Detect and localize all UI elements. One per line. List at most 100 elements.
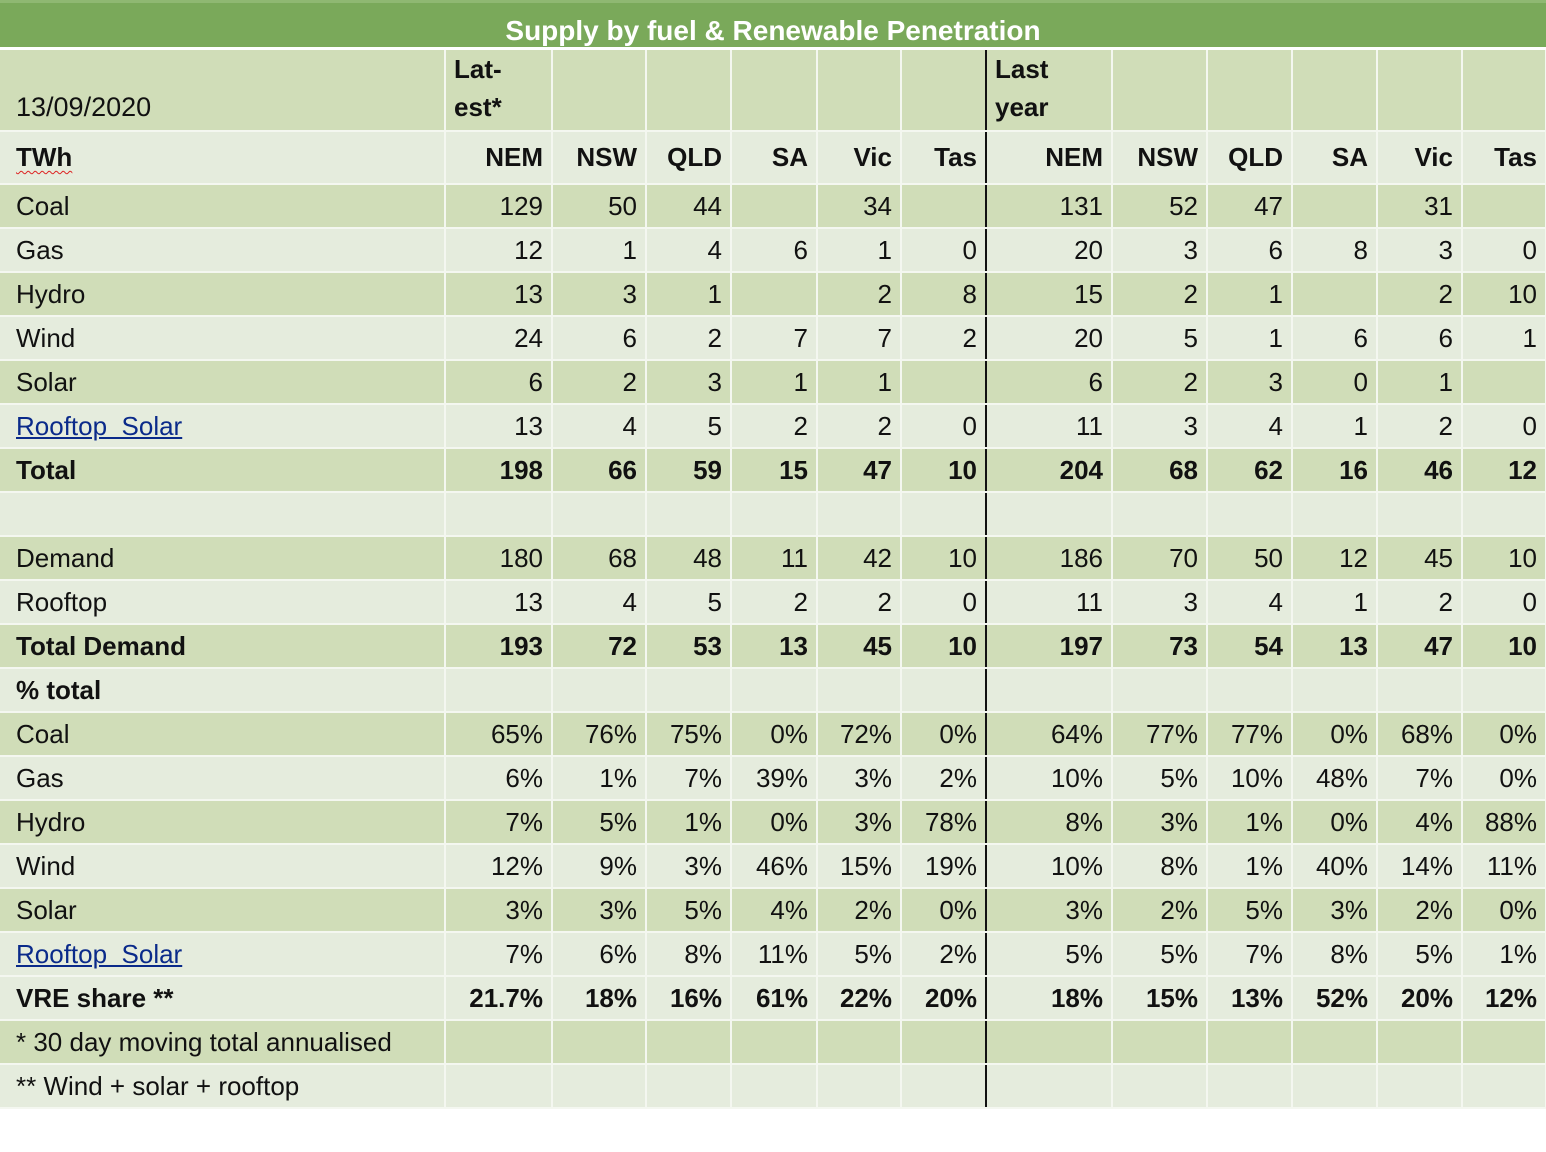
table-row: Total Demand 193 72 53 13 45 10 197 73 54 13 47 10 — [0, 624, 1546, 669]
cell-nsw-latest — [552, 492, 647, 537]
cell-nem-last-year: 10% — [986, 756, 1113, 801]
table-row: VRE share ** 21.7% 18% 16% 61% 22% 20% 18% 15% 13… — [0, 976, 1546, 1021]
cell-qld-last-year: 1 — [1207, 316, 1293, 361]
column-header-sa: SA — [731, 131, 818, 185]
cell-qld-latest: 53 — [646, 624, 732, 669]
table-row: Rooftop Solar 13 4 5 2 2 0 11 3 4 1 2 0 — [0, 404, 1546, 449]
row-label-link[interactable]: Rooftop Solar — [16, 410, 183, 441]
cell-nem-last-year: 3% — [986, 888, 1113, 933]
cell-sa-latest: 46% — [731, 844, 818, 889]
cell-qld-last-year: 50 — [1207, 536, 1293, 581]
cell-qld-last-year: 7% — [1207, 932, 1293, 977]
row-label: VRE share ** — [0, 976, 446, 1021]
row-label: % total — [0, 668, 446, 713]
cell-sa-last-year — [1292, 272, 1378, 317]
cell-vic-last-year: 5% — [1377, 932, 1463, 977]
cell-tas-latest: 10 — [901, 624, 987, 669]
cell-nem-latest: 13 — [445, 404, 553, 449]
cell-sa-last-year: 0 — [1292, 360, 1378, 405]
cell-nsw-latest: 66 — [552, 448, 647, 493]
cell-nem-last-year: 20 — [986, 228, 1113, 273]
cell-nem-last-year: 11 — [986, 580, 1113, 625]
row-label-text: Coal — [16, 718, 70, 749]
cell-tas-last-year — [1462, 668, 1546, 713]
cell-qld-latest: 3% — [646, 844, 732, 889]
cell-vic-latest: 5% — [817, 932, 902, 977]
cell-sa-latest: 7 — [731, 316, 818, 361]
cell-nsw-last-year: 77% — [1112, 712, 1208, 757]
row-label: Solar — [0, 360, 446, 405]
cell-nsw-latest: 6 — [552, 316, 647, 361]
cell-nem-last-year: 204 — [986, 448, 1113, 493]
cell-nsw-last-year — [1112, 1064, 1208, 1109]
row-label: Rooftop Solar — [0, 404, 446, 449]
cell-qld-latest: 2 — [646, 316, 732, 361]
cell-nem-last-year: 197 — [986, 624, 1113, 669]
cell-vic-latest — [817, 492, 902, 537]
cell-vic-last-year — [1377, 668, 1463, 713]
cell-tas-last-year: 0 — [1462, 404, 1546, 449]
cell-sa-last-year: 3% — [1292, 888, 1378, 933]
row-label: Total — [0, 448, 446, 493]
column-header-vic: Vic — [817, 131, 902, 185]
cell-sa-latest — [731, 668, 818, 713]
cell-qld-latest: 5 — [646, 404, 732, 449]
cell-sa-last-year — [1292, 184, 1378, 229]
row-label-text: * 30 day moving total annualised — [16, 1026, 392, 1057]
cell-qld-last-year: 3 — [1207, 360, 1293, 405]
row-label-text: VRE share ** — [16, 982, 174, 1013]
cell-nsw-last-year: 3 — [1112, 404, 1208, 449]
row-label-text: Gas — [16, 234, 64, 265]
cell-sa-last-year: 6 — [1292, 316, 1378, 361]
cell-tas-last-year: 10 — [1462, 536, 1546, 581]
row-label-text: Demand — [16, 542, 115, 573]
table-row: Coal 65% 76% 75% 0% 72% 0% 64% 77% 77% 0% 68% 0% — [0, 712, 1546, 757]
cell-tas-last-year — [1462, 1020, 1546, 1065]
cell-vic-last-year: 31 — [1377, 184, 1463, 229]
cell-vic-last-year — [1377, 1064, 1463, 1109]
cell-qld-last-year: 6 — [1207, 228, 1293, 273]
cell-tas-latest — [901, 1064, 987, 1109]
cell-vic-latest — [817, 1020, 902, 1065]
cell-qld-latest: 8% — [646, 932, 732, 977]
cell-tas-last-year: 12 — [1462, 448, 1546, 493]
cell-tas-last-year: 10 — [1462, 272, 1546, 317]
cell-nem-latest: 13 — [445, 580, 553, 625]
cell-nem-last-year: 6 — [986, 360, 1113, 405]
cell-nem-latest: 24 — [445, 316, 553, 361]
cell-tas-last-year: 0% — [1462, 756, 1546, 801]
cell-sa-last-year: 13 — [1292, 624, 1378, 669]
cell-sa-last-year: 12 — [1292, 536, 1378, 581]
cell-nsw-last-year — [1112, 492, 1208, 537]
cell-qld-last-year: 62 — [1207, 448, 1293, 493]
cell-nsw-latest: 50 — [552, 184, 647, 229]
cell-sa-latest: 0% — [731, 800, 818, 845]
cell-nsw-last-year — [1112, 1020, 1208, 1065]
cell-qld-latest: 1% — [646, 800, 732, 845]
cell-qld-last-year: 10% — [1207, 756, 1293, 801]
cell-qld-last-year: 4 — [1207, 404, 1293, 449]
cell-nem-latest: 21.7% — [445, 976, 553, 1021]
cell-tas-latest — [901, 668, 987, 713]
cell-tas-last-year: 0% — [1462, 712, 1546, 757]
row-label-link[interactable]: Rooftop Solar — [16, 938, 183, 969]
table-row: Solar 3% 3% 5% 4% 2% 0% 3% 2% 5% 3% 2% 0% — [0, 888, 1546, 933]
row-label-text: Hydro — [16, 278, 86, 309]
column-header-qld: QLD — [1207, 131, 1293, 185]
cell-vic-latest: 47 — [817, 448, 902, 493]
cell-tas-last-year: 0 — [1462, 580, 1546, 625]
cell-nem-last-year: 64% — [986, 712, 1113, 757]
cell-tas-last-year: 1 — [1462, 316, 1546, 361]
cell-tas-latest: 0 — [901, 228, 987, 273]
cell-qld-last-year — [1207, 1020, 1293, 1065]
row-label-text: Hydro — [16, 806, 86, 837]
cell-qld-last-year: 1% — [1207, 800, 1293, 845]
cell-vic-last-year: 2 — [1377, 404, 1463, 449]
cell-sa-last-year: 1 — [1292, 404, 1378, 449]
cell-tas-latest: 10 — [901, 448, 987, 493]
cell-tas-last-year — [1462, 1064, 1546, 1109]
row-label: Rooftop — [0, 580, 446, 625]
cell-nsw-latest: 5% — [552, 800, 647, 845]
cell-sa-latest: 1 — [731, 360, 818, 405]
cell-tas-latest: 20% — [901, 976, 987, 1021]
